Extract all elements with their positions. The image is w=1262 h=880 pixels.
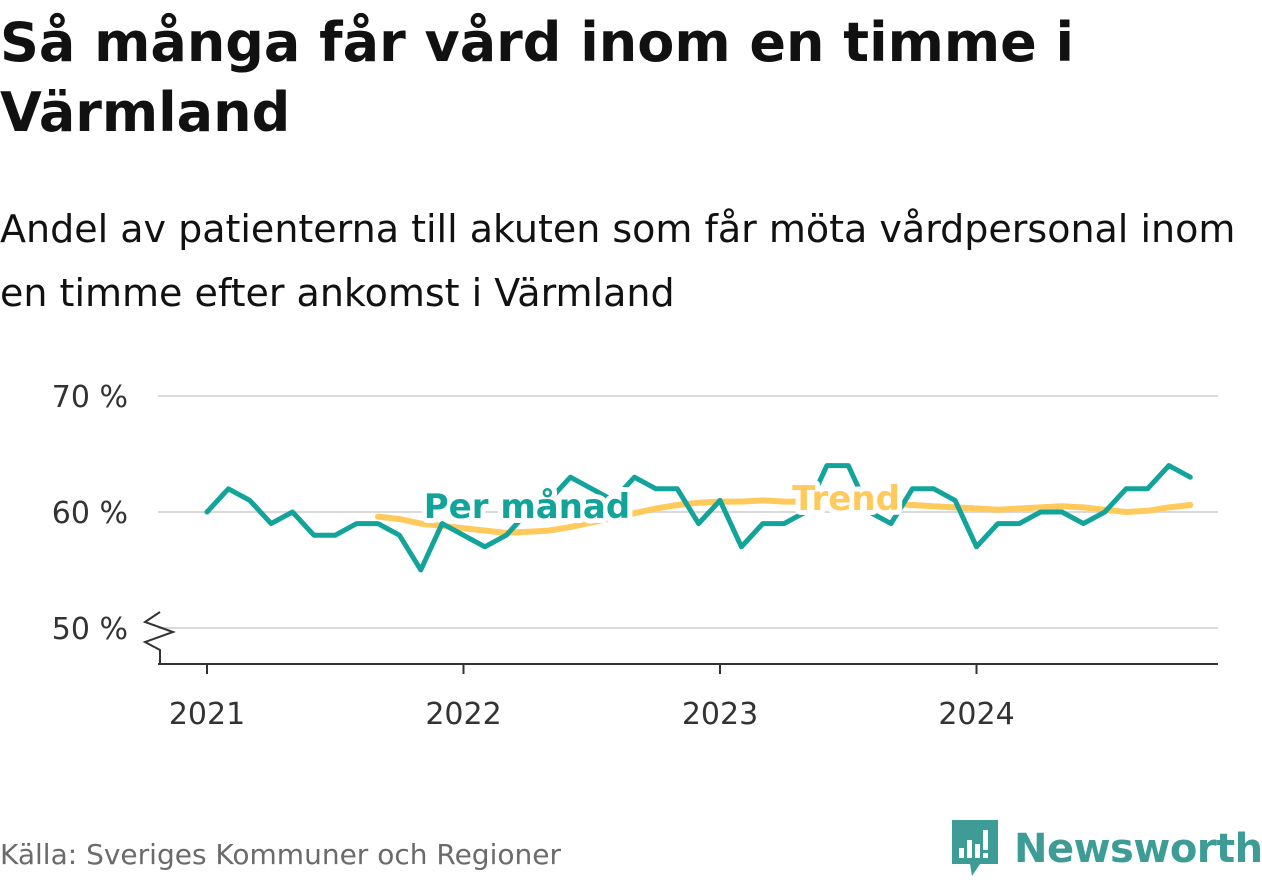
brand-name: Newsworthy [1014,826,1262,872]
newsworthy-logo: Newsworthy [950,818,1262,880]
trend-line [375,497,1194,536]
series-label-per-manad: Per månad [424,487,630,527]
x-tick-label: 2023 [682,697,758,732]
y-axis-break [142,611,176,664]
bar-chart-speech-bubble-icon [952,820,998,876]
series-labels: Per månad Trend [419,474,905,532]
axes: 50 % 60 % 70 % 2021 2022 2023 2024 [52,380,1218,732]
series [204,463,1194,573]
monthly-line [204,463,1193,573]
x-tick-label: 2024 [938,697,1014,732]
line-chart: 50 % 60 % 70 % 2021 2022 2023 2024 Per månad T… [52,380,1218,732]
chart-title: Så många får vård inom en timme i Värmla… [0,11,1075,144]
x-tick-label: 2022 [425,697,501,732]
y-tick-label: 70 % [52,380,128,415]
y-tick-label: 60 % [52,496,128,531]
chart-subtitle: Andel av patienterna till akuten som får… [0,207,1236,315]
x-tick-label: 2021 [169,697,245,732]
source-note: Källa: Sveriges Kommuner och Regioner [0,838,561,871]
series-label-trend: Trend [792,479,900,519]
y-tick-label: 50 % [52,612,128,647]
